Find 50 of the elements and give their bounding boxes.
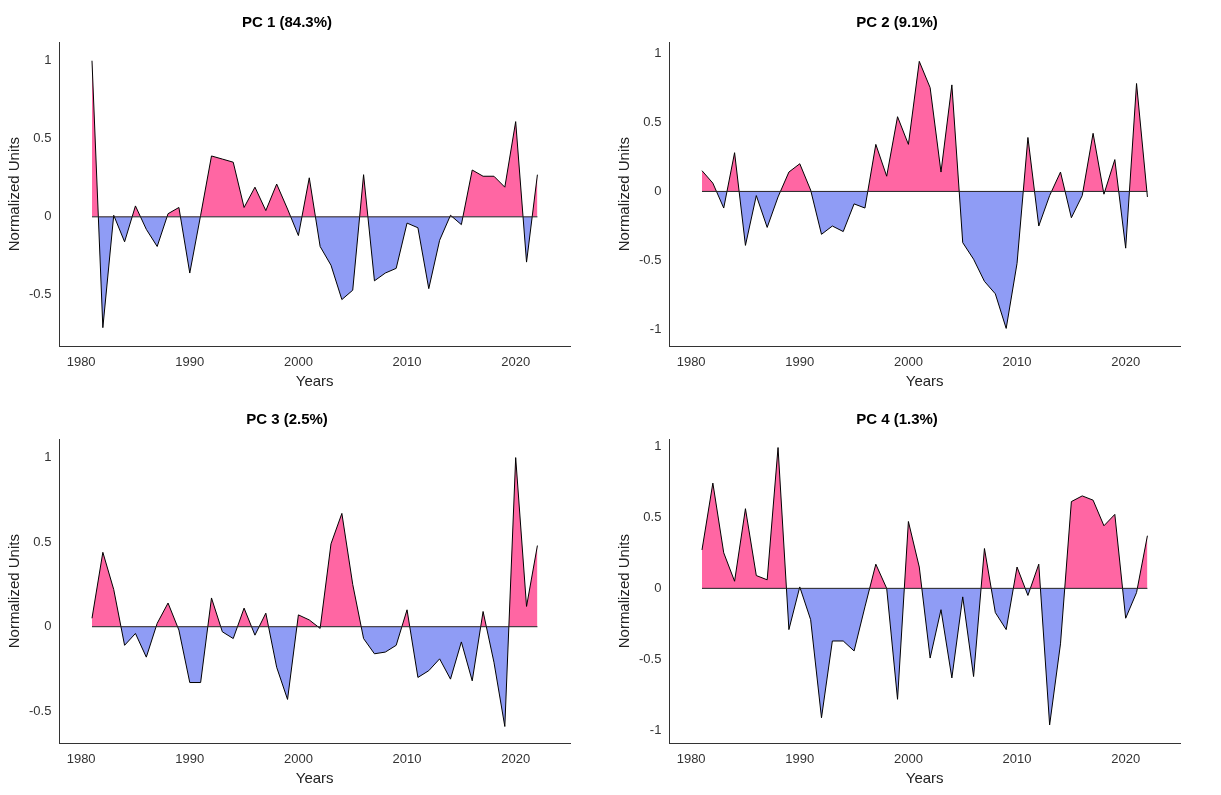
chart-title: PC 2 (9.1%)	[856, 13, 938, 31]
y-tick-label: -0.5	[28, 702, 52, 718]
x-axis-title: Years	[905, 769, 944, 787]
x-axis-title: Years	[295, 769, 334, 787]
x-tick-label: 2020	[1111, 353, 1141, 369]
x-tick-label: 1990	[785, 353, 815, 369]
y-tick-label: -0.5	[28, 286, 52, 302]
x-tick-label: 1990	[175, 353, 205, 369]
y-tick-label: 1	[654, 44, 662, 60]
x-tick-label: 1980	[66, 353, 96, 369]
y-tick-label: -0.5	[638, 252, 662, 268]
x-tick-label: 2000	[893, 353, 923, 369]
y-axis-title: Normalized Units	[5, 137, 23, 252]
y-tick-label: 0.5	[33, 130, 52, 146]
x-tick-label: 2010	[1002, 353, 1032, 369]
x-tick-label: 2000	[283, 353, 313, 369]
x-tick-label: 1980	[66, 750, 96, 766]
y-tick-label: -1	[649, 321, 662, 337]
x-tick-label: 1980	[676, 750, 706, 766]
y-axis-title: Normalized Units	[615, 534, 633, 649]
x-axis-title: Years	[295, 372, 334, 390]
y-tick-label: 1	[44, 52, 52, 68]
y-axis-title: Normalized Units	[5, 534, 23, 649]
x-tick-label: 1980	[676, 353, 706, 369]
x-tick-label: 2010	[392, 353, 422, 369]
y-tick-label: 1	[44, 449, 52, 465]
chart-title: PC 1 (84.3%)	[241, 13, 333, 31]
y-tick-label: -0.5	[638, 651, 662, 667]
y-tick-label: 0.5	[33, 533, 52, 549]
x-tick-label: 2020	[501, 750, 531, 766]
chart-title: PC 4 (1.3%)	[856, 410, 938, 428]
x-tick-label: 1990	[785, 750, 815, 766]
y-tick-label: 0	[654, 579, 662, 595]
x-tick-label: 2020	[501, 353, 531, 369]
y-tick-label: -1	[649, 722, 662, 738]
x-tick-label: 2010	[1002, 750, 1032, 766]
x-axis-title: Years	[905, 372, 944, 390]
chart-title: PC 3 (2.5%)	[246, 410, 328, 428]
y-tick-label: 0	[44, 618, 52, 634]
y-axis-title: Normalized Units	[615, 137, 633, 252]
x-tick-label: 2000	[893, 750, 923, 766]
y-tick-label: 0.5	[643, 113, 662, 129]
y-tick-label: 0	[44, 208, 52, 224]
x-tick-label: 2010	[392, 750, 422, 766]
y-tick-label: 0.5	[643, 508, 662, 524]
y-tick-label: 1	[654, 437, 662, 453]
x-tick-label: 2020	[1111, 750, 1141, 766]
y-tick-label: 0	[654, 183, 662, 199]
x-tick-label: 1990	[175, 750, 205, 766]
x-tick-label: 2000	[283, 750, 313, 766]
